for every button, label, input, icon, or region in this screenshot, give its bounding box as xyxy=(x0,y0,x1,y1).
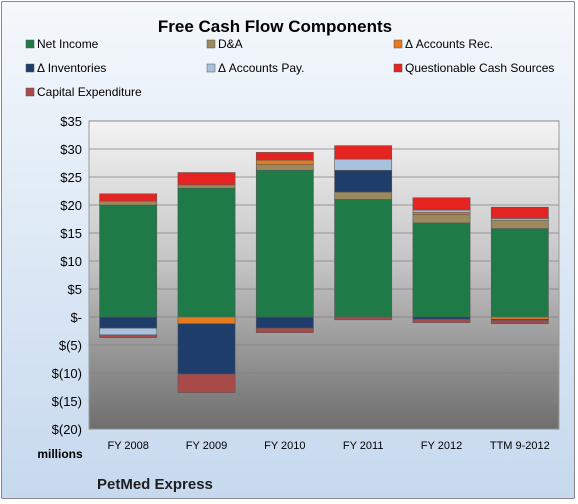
bar-ttm-9-2012-questionable-cash-sources xyxy=(490,206,549,219)
bar-fy-2012-capital-expenditure xyxy=(412,318,471,323)
x-tick-label: FY 2008 xyxy=(107,440,148,452)
legend-swatch-danda xyxy=(206,39,216,49)
bar-fy-2009-capital-expenditure xyxy=(177,373,236,393)
bar-fy-2012-delta-inventories xyxy=(412,316,471,320)
legend-label-capital-expenditure: Capital Expenditure xyxy=(37,85,142,99)
y-tick-label: $- xyxy=(70,310,82,325)
gridlines xyxy=(89,120,559,430)
bar-fy-2008-capital-expenditure xyxy=(99,334,158,339)
bar-fy-2012-delta-accounts-rec xyxy=(412,211,471,215)
bar-ttm-9-2012-delta-accounts-rec xyxy=(490,316,549,320)
bar-fy-2011-capital-expenditure xyxy=(334,316,393,321)
bar-fy-2009-danda xyxy=(177,184,236,189)
x-tick-label: FY 2010 xyxy=(264,440,305,452)
y-tick-label: $(10) xyxy=(52,366,82,381)
bar-fy-2012-danda xyxy=(412,214,471,224)
bar-fy-2012-questionable-cash-sources xyxy=(412,197,471,211)
legend-swatch-questionable-cash-sources xyxy=(393,63,403,73)
x-tick-label: TTM 9-2012 xyxy=(490,440,550,452)
bars xyxy=(99,145,549,393)
y-tick-label: $(5) xyxy=(59,338,82,353)
y-tick-label: $15 xyxy=(60,226,82,241)
y-tick-label: $25 xyxy=(60,170,82,185)
y-tick-label: $10 xyxy=(60,254,82,269)
legend-swatch-net-income xyxy=(25,39,35,49)
bar-fy-2008-questionable-cash-sources xyxy=(99,193,158,202)
bar-fy-2009-net-income xyxy=(177,187,236,318)
legend-swatch-capital-expenditure xyxy=(25,87,35,97)
chart-title: Free Cash Flow Components xyxy=(158,17,392,36)
bar-fy-2008-danda xyxy=(99,200,158,206)
y-axis: $35 $30 $25 $20 $15 $10 $5 $- $(5) $(10) $(15) $(20… xyxy=(52,114,82,437)
company-name: PetMed Express xyxy=(97,476,213,493)
bar-fy-2010-capital-expenditure xyxy=(255,327,314,333)
bar-ttm-9-2012-danda xyxy=(490,219,549,229)
bar-fy-2010-net-income xyxy=(255,169,314,318)
legend-label-delta-accounts-pay: Δ Accounts Pay. xyxy=(218,61,305,75)
y-tick-label: $35 xyxy=(60,114,82,129)
legend-label-net-income: Net Income xyxy=(37,37,99,51)
x-tick-label: FY 2012 xyxy=(421,440,462,452)
legend-swatch-delta-accounts-rec xyxy=(393,39,403,49)
legend-label-questionable-cash-sources: Questionable Cash Sources xyxy=(405,61,554,75)
bar-fy-2011-danda xyxy=(334,191,393,200)
x-tick-label: FY 2011 xyxy=(343,440,384,452)
legend-label-delta-inventories: Δ Inventories xyxy=(37,61,106,75)
legend-swatch-delta-inventories xyxy=(25,63,35,73)
bar-fy-2011-questionable-cash-sources xyxy=(334,145,393,160)
units-label: millions xyxy=(37,447,83,461)
bar-fy-2010-delta-accounts-rec xyxy=(255,159,314,165)
y-tick-label: $(20) xyxy=(52,422,82,437)
bar-fy-2011-delta-accounts-pay xyxy=(334,158,393,171)
bar-fy-2010-delta-inventories xyxy=(255,316,314,329)
y-tick-label: $5 xyxy=(68,282,82,297)
legend-label-danda: D&A xyxy=(218,37,243,51)
bar-fy-2008-delta-accounts-pay xyxy=(99,327,158,336)
bar-fy-2012-delta-accounts-pay xyxy=(412,209,471,213)
plot-area xyxy=(88,120,560,430)
bar-ttm-9-2012-capital-expenditure xyxy=(490,320,549,325)
y-tick-label: $(15) xyxy=(52,394,82,409)
bar-fy-2009-delta-accounts-rec xyxy=(177,316,236,325)
bar-fy-2012-net-income xyxy=(412,222,471,318)
bar-fy-2008-delta-inventories xyxy=(99,316,158,329)
bar-fy-2010-danda xyxy=(255,164,314,171)
legend-label-delta-accounts-rec: Δ Accounts Rec. xyxy=(405,37,493,51)
bar-fy-2009-questionable-cash-sources xyxy=(177,172,236,186)
bar-fy-2009-delta-inventories xyxy=(177,323,236,375)
bar-fy-2011-net-income xyxy=(334,199,393,318)
y-tick-label: $30 xyxy=(60,142,82,157)
x-axis: FY 2008 FY 2009 FY 2010 FY 2011 FY 2012 TTM 9… xyxy=(107,440,549,452)
bar-fy-2011-delta-inventories xyxy=(334,169,393,193)
bar-fy-2010-questionable-cash-sources xyxy=(255,152,314,161)
legend: Net Income D&A Δ Accounts Rec. Δ Inventorie… xyxy=(25,37,554,99)
legend-swatch-delta-accounts-pay xyxy=(206,63,216,73)
x-tick-label: FY 2009 xyxy=(186,440,227,452)
bar-ttm-9-2012-net-income xyxy=(490,228,549,318)
y-tick-label: $20 xyxy=(60,198,82,213)
bar-fy-2008-net-income xyxy=(99,204,158,318)
